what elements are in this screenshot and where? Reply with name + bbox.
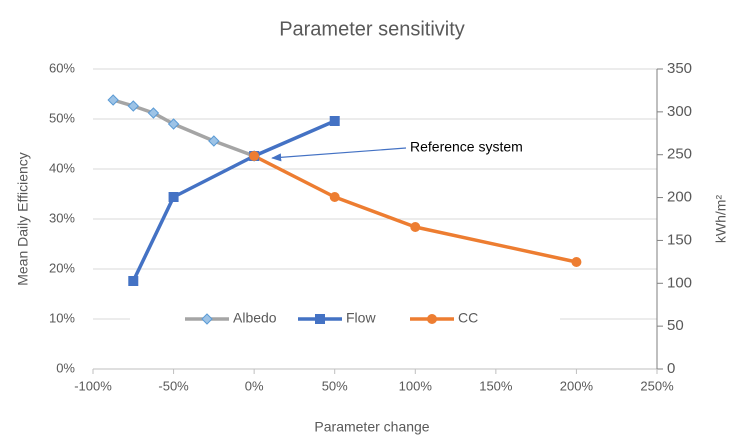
y2-axis-label: kWh/m² [713, 195, 729, 244]
y2-tick-label: 150 [667, 231, 692, 248]
legend-label: Albedo [233, 310, 277, 326]
legend-label: CC [458, 310, 478, 326]
legend-label: Flow [346, 310, 376, 326]
y2-tick-label: 200 [667, 189, 692, 206]
x-tick-label: 50% [322, 378, 348, 393]
data-point [571, 257, 582, 267]
series-line [131, 119, 336, 282]
y-tick-label: 30% [49, 210, 75, 225]
y2-tick-label: 350 [667, 60, 692, 77]
data-point [208, 135, 220, 147]
annotation-arrow [271, 147, 407, 162]
x-tick-label: -100% [74, 378, 112, 393]
legend-box [130, 308, 560, 330]
x-tick-label: 150% [479, 378, 513, 393]
y2-tick-label: 0 [667, 360, 675, 377]
series-line [253, 154, 577, 264]
x-axis-label: Parameter change [314, 419, 429, 435]
data-point [128, 276, 139, 286]
y-axis-label: Mean Daily Efficiency [15, 152, 31, 286]
legend-marker [201, 313, 213, 325]
data-point [127, 100, 139, 112]
x-tick-label: 200% [560, 378, 594, 393]
x-tick-label: 100% [399, 378, 433, 393]
y-tick-label: 60% [49, 60, 75, 75]
data-point [168, 192, 179, 202]
chart-title: Parameter sensitivity [279, 18, 465, 40]
y-tick-label: 50% [49, 110, 75, 125]
y2-tick-label: 100 [667, 274, 692, 291]
y-tick-label: 20% [49, 260, 75, 275]
y-tick-label: 40% [49, 160, 75, 175]
data-point [329, 116, 340, 126]
y-tick-label: 10% [49, 310, 75, 325]
data-point [167, 118, 180, 130]
y2-tick-label: 50 [667, 317, 684, 334]
y2-tick-label: 250 [667, 146, 692, 163]
annotation-text: Reference system [410, 139, 523, 155]
data-point [107, 94, 119, 106]
x-tick-label: 0% [245, 378, 264, 393]
data-point [147, 107, 160, 119]
data-point [329, 192, 340, 202]
y2-tick-label: 300 [667, 103, 692, 120]
data-point [249, 151, 260, 161]
x-tick-label: -50% [158, 378, 189, 393]
x-tick-label: 250% [640, 378, 674, 393]
legend-marker [315, 314, 325, 324]
legend-marker [427, 314, 437, 324]
y-tick-label: 0% [56, 360, 75, 375]
data-point [410, 222, 421, 232]
